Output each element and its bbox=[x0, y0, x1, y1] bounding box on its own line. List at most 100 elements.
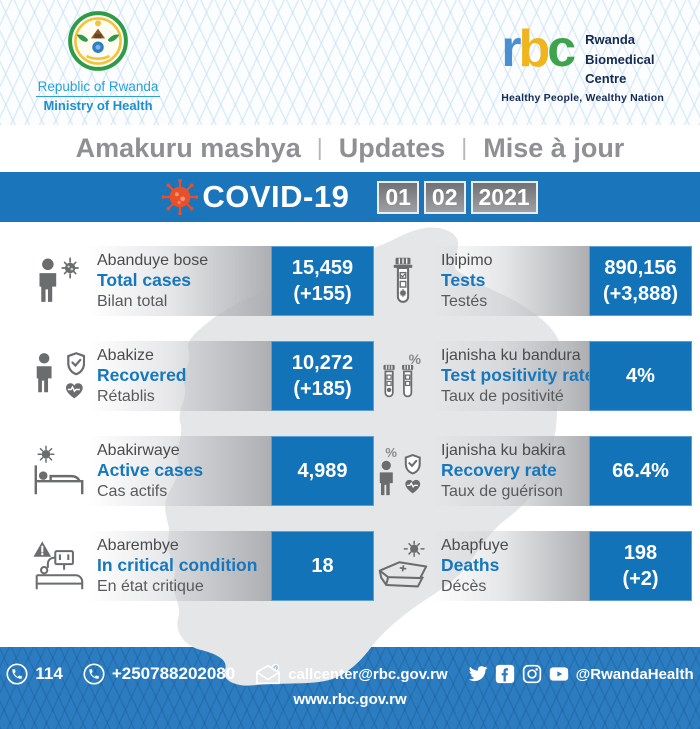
social-handle[interactable]: @RwandaHealth bbox=[575, 665, 694, 683]
stat-label-fr: Taux de positivité bbox=[441, 387, 564, 405]
rbc-name-line3: Centre bbox=[585, 71, 627, 86]
stat-label-rw: Abakirwaye bbox=[97, 441, 180, 459]
svg-text:@: @ bbox=[273, 665, 278, 671]
hotline-short[interactable]: 114 bbox=[6, 663, 63, 685]
stat-label-en: Test positivity rate bbox=[441, 365, 595, 386]
stat-label-en: Tests bbox=[441, 270, 486, 291]
email-contact[interactable]: @ callcenter@rbc.gov.rw bbox=[255, 662, 448, 686]
rwanda-coat-of-arms-icon bbox=[68, 11, 128, 71]
stat-value-box: 198 (+2) bbox=[589, 531, 692, 601]
person-virus-icon bbox=[30, 249, 88, 313]
email-address[interactable]: callcenter@rbc.gov.rw bbox=[288, 665, 448, 683]
date-day: 01 bbox=[377, 180, 419, 214]
stat-labels: Abanduye bose Total cases Bilan total bbox=[88, 246, 271, 316]
stat-value-box: 890,156 (+3,888) bbox=[589, 246, 692, 316]
twitter-icon[interactable] bbox=[468, 664, 488, 684]
stat-label-en: Deaths bbox=[441, 555, 500, 576]
stat-label-rw: Ijanisha ku bandura bbox=[441, 346, 581, 364]
rbc-letter-c: c bbox=[547, 20, 576, 78]
stats-grid: Abanduye bose Total cases Bilan total 15… bbox=[0, 222, 700, 647]
hotline-long-number[interactable]: +250788202080 bbox=[111, 664, 236, 683]
stat-label-rw: Abakize bbox=[97, 346, 154, 364]
footer: 114 +250788202080 @ callcenter@rbc.gov.r… bbox=[0, 647, 700, 729]
updates-heading: Amakuru mashya | Updates | Mise à jour bbox=[0, 125, 700, 172]
stat-card-tests: Ibipimo Tests Testés 890,156 (+3,888) bbox=[374, 246, 692, 316]
date-year: 2021 bbox=[470, 180, 538, 214]
stat-card-active-cases: Abakirwaye Active cases Cas actifs 4,989 bbox=[30, 436, 374, 506]
person-shield-heart-icon bbox=[30, 344, 88, 408]
stat-label-en: Recovery rate bbox=[441, 460, 557, 481]
stat-labels: Abarembye In critical condition En état … bbox=[88, 531, 271, 601]
email-icon: @ bbox=[256, 663, 281, 685]
phone-icon bbox=[6, 663, 28, 685]
stat-card-deaths: Abapfuye Deaths Décès 198 (+2) bbox=[374, 531, 692, 601]
stat-label-fr: Bilan total bbox=[97, 292, 168, 310]
heading-english: Updates bbox=[338, 133, 446, 163]
banner-title: COVID-19 bbox=[202, 179, 350, 214]
stat-labels: Abakirwaye Active cases Cas actifs bbox=[88, 436, 271, 506]
virus-icon bbox=[162, 179, 199, 215]
footer-band bbox=[0, 647, 700, 729]
stat-label-rw: Ijanisha ku bakira bbox=[441, 441, 566, 459]
stat-labels: Abapfuye Deaths Décès bbox=[432, 531, 589, 601]
rbc-letter-b: b bbox=[518, 20, 550, 78]
stat-delta: (+2) bbox=[622, 568, 659, 590]
country-name: Republic of Rwanda bbox=[37, 79, 159, 94]
stat-value-box: 18 bbox=[271, 531, 374, 601]
rbc-letter-r: r bbox=[501, 20, 521, 78]
stat-labels: Ijanisha ku bakira Recovery rate Taux de… bbox=[432, 436, 589, 506]
heading-kinyarwanda: Amakuru mashya bbox=[75, 133, 301, 163]
rbc-name-line2: Biomedical bbox=[585, 51, 655, 67]
stat-label-fr: Décès bbox=[441, 577, 487, 595]
stat-delta: (+3,888) bbox=[602, 283, 679, 305]
percent-person-shield-icon: % bbox=[374, 439, 432, 503]
stat-label-en: Total cases bbox=[97, 270, 192, 291]
report-date: 01 02 2021 bbox=[377, 180, 538, 214]
rbc-name-line1: Rwanda bbox=[585, 32, 636, 47]
instagram-icon[interactable] bbox=[522, 664, 542, 684]
logo-divider bbox=[36, 96, 160, 97]
website-url[interactable]: www.rbc.gov.rw bbox=[293, 691, 407, 708]
heading-french: Mise à jour bbox=[483, 133, 625, 163]
stat-labels: Ibipimo Tests Testés bbox=[432, 246, 589, 316]
rbc-wordmark: rbc bbox=[501, 23, 576, 75]
stat-value-box: 4% bbox=[589, 341, 692, 411]
stat-label-en: Active cases bbox=[97, 460, 204, 481]
date-month: 02 bbox=[423, 180, 466, 214]
stat-label-rw: Ibipimo bbox=[441, 251, 493, 269]
youtube-icon[interactable] bbox=[549, 664, 569, 684]
facebook-icon[interactable] bbox=[495, 664, 515, 684]
svg-text:%: % bbox=[385, 445, 397, 460]
stat-label-en: In critical condition bbox=[97, 555, 258, 576]
heading-separator: | bbox=[461, 134, 468, 160]
social-icons bbox=[468, 664, 569, 684]
stat-value: 66.4% bbox=[612, 460, 669, 482]
coffin-virus-icon bbox=[374, 534, 432, 598]
phone-icon bbox=[83, 663, 105, 685]
percent-test-tubes-icon: % bbox=[374, 344, 432, 408]
stat-label-rw: Abanduye bose bbox=[97, 251, 209, 269]
hotline-long[interactable]: +250788202080 bbox=[83, 663, 235, 685]
stat-card-critical: Abarembye In critical condition En état … bbox=[30, 531, 374, 601]
stat-value: 10,272 bbox=[291, 352, 354, 374]
ministry-name: Ministry of Health bbox=[43, 98, 153, 113]
stat-card-recovered: Abakize Recovered Rétablis 10,272 (+185) bbox=[30, 341, 374, 411]
stat-delta: (+185) bbox=[293, 378, 352, 400]
stat-card-test-positivity: % Ijanisha ku bandura Test positivity ra bbox=[374, 341, 692, 411]
stat-label-fr: Testés bbox=[441, 292, 488, 310]
stat-label-fr: Taux de guérison bbox=[441, 482, 563, 500]
stat-label-fr: En état critique bbox=[97, 577, 204, 595]
rbc-tagline: Healthy People, Wealthy Nation bbox=[501, 91, 664, 104]
stat-label-en: Recovered bbox=[97, 365, 187, 386]
rbc-full-name: Rwanda Biomedical Centre bbox=[585, 26, 654, 89]
stat-value: 15,459 bbox=[291, 257, 354, 279]
stat-value: 4,989 bbox=[297, 460, 348, 482]
stat-value-box: 66.4% bbox=[589, 436, 692, 506]
stat-value: 18 bbox=[311, 555, 334, 577]
patient-bed-virus-icon bbox=[30, 439, 88, 503]
hotline-short-number[interactable]: 114 bbox=[35, 664, 63, 683]
header-band: Republic of Rwanda Ministry of Health rb… bbox=[0, 0, 700, 125]
warning-icu-bed-icon bbox=[30, 534, 88, 598]
stat-value-box: 15,459 (+155) bbox=[271, 246, 374, 316]
